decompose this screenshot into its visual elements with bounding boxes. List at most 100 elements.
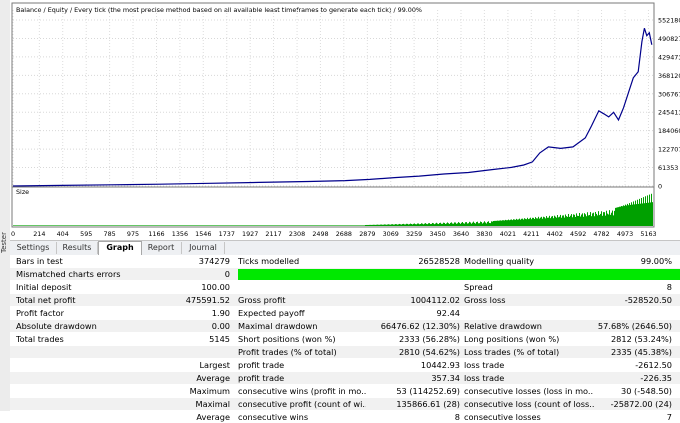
tab-settings[interactable]: Settings bbox=[10, 242, 57, 254]
size-bar bbox=[59, 225, 60, 226]
size-bar bbox=[244, 225, 245, 226]
size-bar bbox=[246, 225, 247, 226]
size-bar bbox=[64, 225, 65, 226]
largest-profit-value: 10442.93 bbox=[420, 360, 460, 370]
x-tick-label: 4592 bbox=[570, 230, 586, 238]
size-bar bbox=[51, 225, 52, 226]
size-bar bbox=[241, 225, 242, 226]
size-bar bbox=[617, 207, 618, 226]
size-bar bbox=[463, 223, 464, 226]
x-tick-label: 404 bbox=[57, 230, 69, 238]
size-bar bbox=[353, 225, 354, 226]
size-bar bbox=[488, 221, 489, 226]
size-bar bbox=[458, 222, 459, 226]
size-bar bbox=[163, 225, 164, 226]
size-bar bbox=[538, 216, 539, 226]
size-bar bbox=[178, 225, 179, 226]
bars-in-test-value: 374279 bbox=[198, 256, 230, 266]
size-bar bbox=[627, 203, 628, 226]
size-bar bbox=[188, 225, 189, 226]
size-bar bbox=[595, 211, 596, 226]
size-bar bbox=[556, 217, 557, 226]
size-bar bbox=[226, 225, 227, 226]
size-bar bbox=[450, 222, 451, 226]
size-bar bbox=[322, 225, 323, 226]
size-bar bbox=[41, 225, 42, 226]
size-bar bbox=[281, 225, 282, 226]
size-bar bbox=[357, 225, 358, 226]
size-bar bbox=[539, 218, 540, 226]
size-bar bbox=[123, 225, 124, 226]
size-bar bbox=[116, 225, 117, 226]
size-bar bbox=[182, 225, 183, 226]
size-bar bbox=[356, 225, 357, 226]
max-consecutive-losses-label: consecutive losses (loss in mo... bbox=[464, 386, 594, 396]
size-bar bbox=[574, 214, 575, 226]
size-bar bbox=[104, 225, 105, 226]
size-bar bbox=[277, 225, 278, 226]
size-bar bbox=[503, 220, 504, 226]
size-bar bbox=[641, 198, 642, 226]
size-bar bbox=[95, 225, 96, 226]
tab-graph[interactable]: Graph bbox=[98, 241, 142, 256]
size-bar bbox=[447, 222, 448, 226]
size-bar bbox=[84, 225, 85, 226]
size-bar bbox=[349, 225, 350, 226]
size-bar bbox=[264, 225, 265, 226]
size-bar bbox=[310, 225, 311, 226]
size-bar bbox=[152, 225, 153, 226]
size-bar bbox=[81, 225, 82, 226]
size-bar bbox=[151, 225, 152, 226]
size-bar bbox=[336, 225, 337, 226]
size-bar bbox=[558, 217, 559, 226]
size-bar bbox=[82, 225, 83, 226]
tab-journal[interactable]: Journal bbox=[182, 242, 225, 254]
size-bar bbox=[583, 216, 584, 226]
size-bar bbox=[591, 216, 592, 226]
size-bar bbox=[253, 225, 254, 226]
size-bar bbox=[522, 218, 523, 226]
x-tick-label: 3069 bbox=[383, 230, 399, 238]
size-bar bbox=[448, 223, 449, 226]
size-bar bbox=[141, 225, 142, 226]
size-bar bbox=[514, 219, 515, 226]
size-bar bbox=[93, 225, 94, 226]
size-label: Size bbox=[16, 188, 29, 196]
size-bar bbox=[366, 224, 367, 226]
tab-results[interactable]: Results bbox=[57, 242, 98, 254]
size-bar bbox=[476, 222, 477, 226]
size-bar bbox=[181, 225, 182, 226]
size-bar bbox=[374, 224, 375, 226]
x-tick-label: 4211 bbox=[523, 230, 539, 238]
size-bar bbox=[648, 202, 649, 226]
size-bar bbox=[531, 219, 532, 226]
tab-report[interactable]: Report bbox=[141, 242, 182, 254]
size-bar bbox=[628, 205, 629, 226]
size-bar bbox=[424, 223, 425, 226]
y-tick-label: 122707 bbox=[658, 146, 680, 154]
size-bar bbox=[397, 224, 398, 226]
size-bar bbox=[454, 222, 455, 226]
size-bar bbox=[209, 225, 210, 226]
size-bar bbox=[578, 215, 579, 226]
size-bar bbox=[637, 199, 638, 226]
size-bar bbox=[49, 225, 50, 226]
size-bar bbox=[527, 217, 528, 226]
size-bar bbox=[153, 225, 154, 226]
maximal-consecutive-loss-label: consecutive loss (count of loss... bbox=[464, 399, 594, 409]
size-bar bbox=[73, 225, 74, 226]
size-bar bbox=[138, 225, 139, 226]
size-bar bbox=[413, 223, 414, 226]
maximal-consecutive-profit-value: 135866.61 (28) bbox=[396, 399, 460, 409]
x-tick-label: 4021 bbox=[500, 230, 516, 238]
size-bar bbox=[165, 225, 166, 226]
size-bar bbox=[167, 225, 168, 226]
size-bar bbox=[456, 223, 457, 226]
size-bar bbox=[346, 225, 347, 226]
size-bar bbox=[506, 220, 507, 226]
size-bar bbox=[15, 225, 16, 226]
size-bar bbox=[651, 193, 652, 226]
size-bar bbox=[48, 225, 49, 226]
y-axis-ticks: 552180 490827 429473 368120 306767 245413 1840… bbox=[658, 17, 680, 191]
maximal-consecutive-profit-label: consecutive profit (count of wi... bbox=[238, 399, 366, 409]
